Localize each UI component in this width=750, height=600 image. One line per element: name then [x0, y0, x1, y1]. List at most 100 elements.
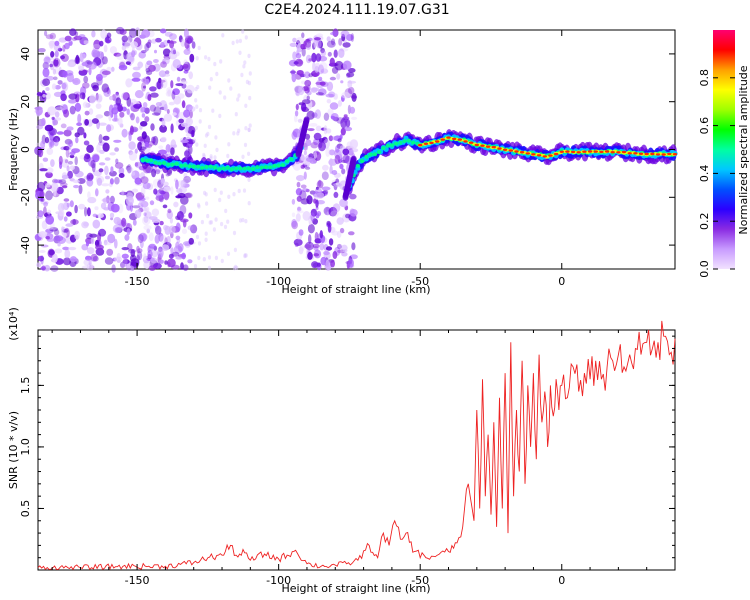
noise-speck — [200, 219, 204, 225]
noise-speck — [244, 253, 248, 258]
noise-speck — [86, 207, 91, 217]
noise-speck — [98, 134, 103, 144]
noise-speck — [300, 43, 306, 50]
noise-speck — [113, 52, 122, 57]
noise-speck — [148, 243, 156, 249]
noise-speck — [64, 35, 72, 42]
noise-speck — [77, 126, 85, 136]
noise-speck — [248, 123, 252, 128]
spectrogram-x-axis-label: Height of straight line (km) — [281, 283, 430, 296]
noise-speck — [345, 118, 351, 128]
noise-speck — [301, 32, 305, 39]
noise-speck — [118, 167, 125, 175]
noise-speck — [204, 133, 209, 138]
noise-speck — [42, 67, 50, 78]
noise-speck — [105, 189, 110, 194]
noise-speck — [170, 80, 174, 89]
noise-speck — [99, 149, 105, 154]
noise-speck — [183, 109, 191, 118]
noise-speck — [317, 262, 321, 267]
noise-speck — [295, 103, 299, 111]
noise-speck — [323, 125, 328, 135]
noise-speck — [164, 31, 173, 37]
noise-speck — [150, 123, 155, 131]
noise-speck — [339, 48, 349, 52]
noise-speck — [289, 70, 297, 74]
noise-speck — [77, 178, 86, 184]
noise-speck — [291, 72, 297, 83]
noise-speck — [183, 172, 188, 179]
noise-speck — [138, 232, 148, 242]
noise-speck — [78, 34, 86, 39]
noise-speck — [293, 61, 299, 65]
noise-speck — [121, 253, 129, 259]
ridge-mark — [627, 152, 632, 155]
noise-speck — [61, 158, 70, 168]
ridge-mark — [570, 150, 576, 154]
noise-speck — [292, 37, 297, 43]
noise-speck — [175, 179, 179, 190]
noise-speck — [300, 184, 307, 189]
noise-speck — [50, 51, 55, 58]
noise-speck — [245, 79, 249, 85]
noise-speck — [143, 212, 147, 217]
noise-speck — [316, 211, 322, 217]
noise-speck — [53, 91, 63, 97]
noise-speck — [109, 178, 114, 185]
noise-speck — [193, 138, 197, 143]
noise-speck — [248, 95, 252, 101]
noise-speck — [81, 265, 91, 270]
noise-speck — [45, 56, 54, 61]
ridge-mark — [303, 116, 310, 124]
ridge-mark — [229, 167, 235, 172]
noise-speck — [109, 152, 116, 156]
noise-speck — [68, 160, 73, 165]
noise-speck — [134, 162, 139, 167]
noise-speck — [89, 233, 98, 238]
noise-speck — [214, 217, 218, 222]
noise-speck — [240, 72, 244, 78]
noise-speck — [113, 139, 122, 143]
ridge-mark — [204, 164, 209, 169]
noise-speck — [328, 238, 334, 246]
noise-speck — [166, 87, 173, 94]
noise-speck — [48, 249, 55, 256]
noise-speck — [95, 114, 104, 119]
ridge-mark — [342, 193, 349, 201]
noise-speck — [151, 218, 161, 223]
noise-speck — [104, 165, 109, 176]
noise-speck — [203, 190, 207, 196]
noise-speck — [169, 40, 175, 49]
noise-speck — [340, 118, 347, 129]
noise-speck — [64, 249, 71, 259]
noise-speck — [221, 33, 225, 38]
noise-speck — [305, 139, 312, 147]
noise-speck — [247, 201, 251, 206]
noise-speck — [181, 100, 186, 109]
ridge-mark — [368, 152, 373, 157]
noise-speck — [328, 135, 334, 142]
noise-speck — [51, 116, 55, 120]
colorbar-axes: 0.0 0.2 0.4 0.6 0.8 — [698, 69, 735, 278]
noise-speck — [74, 204, 78, 214]
noise-speck — [337, 243, 342, 250]
noise-speck — [116, 53, 125, 61]
noise-speck — [333, 191, 339, 198]
spectrogram-y-axis-label: Frequency (Hz) — [7, 108, 20, 191]
noise-speck — [320, 47, 325, 54]
noise-speck — [48, 140, 53, 150]
noise-speck — [175, 195, 182, 199]
noise-speck — [79, 92, 86, 100]
noise-speck — [331, 170, 338, 175]
noise-speck — [308, 73, 314, 78]
noise-speck — [333, 49, 338, 58]
noise-speck — [128, 55, 135, 63]
noise-speck — [244, 35, 248, 40]
noise-speck — [305, 241, 314, 251]
noise-speck — [298, 246, 304, 255]
noise-speck — [176, 211, 184, 221]
noise-speck — [49, 140, 55, 148]
ridge-mark — [238, 166, 243, 171]
noise-speck — [35, 106, 43, 116]
noise-speck — [226, 153, 230, 159]
